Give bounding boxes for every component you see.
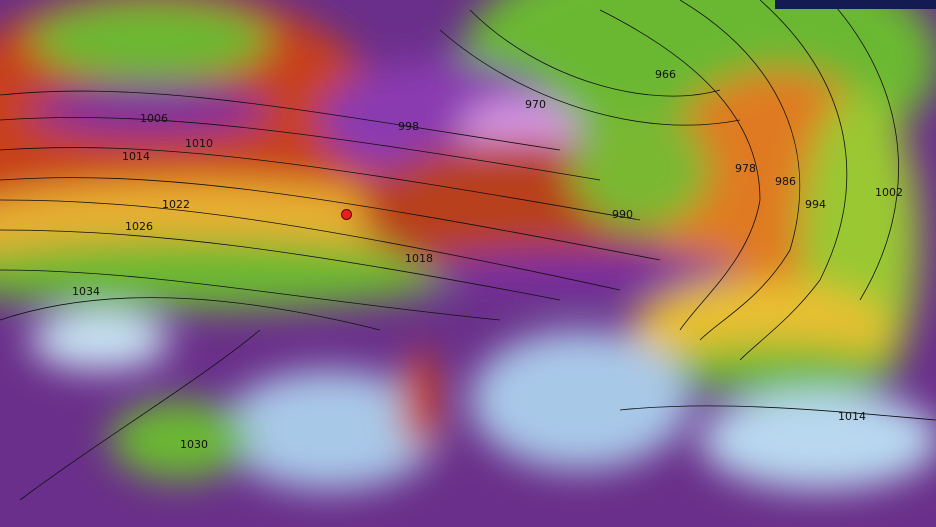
isobar-label: 978 bbox=[735, 162, 756, 175]
isobar-label: 1014 bbox=[838, 410, 866, 423]
isobar-label: 994 bbox=[805, 198, 826, 211]
isobar-label: 1014 bbox=[122, 150, 150, 163]
isobar-label: 1006 bbox=[140, 112, 168, 125]
isobar-label: 1034 bbox=[72, 285, 100, 298]
isobar-label: 966 bbox=[655, 68, 676, 81]
isobar-label: 1018 bbox=[405, 252, 433, 265]
isobar-label: 1026 bbox=[125, 220, 153, 233]
header-banner bbox=[775, 0, 936, 9]
isobar-lines bbox=[0, 0, 936, 501]
isobar-label: 1010 bbox=[185, 137, 213, 150]
isobar-label: 998 bbox=[398, 120, 419, 133]
isobar-label: 970 bbox=[525, 98, 546, 111]
location-marker-icon bbox=[341, 209, 352, 220]
isobar-label: 990 bbox=[612, 208, 633, 221]
isobar-label: 1022 bbox=[162, 198, 190, 211]
isobar-label: 1030 bbox=[180, 438, 208, 451]
isobar-label: 986 bbox=[775, 175, 796, 188]
isobar-label: 1002 bbox=[875, 186, 903, 199]
